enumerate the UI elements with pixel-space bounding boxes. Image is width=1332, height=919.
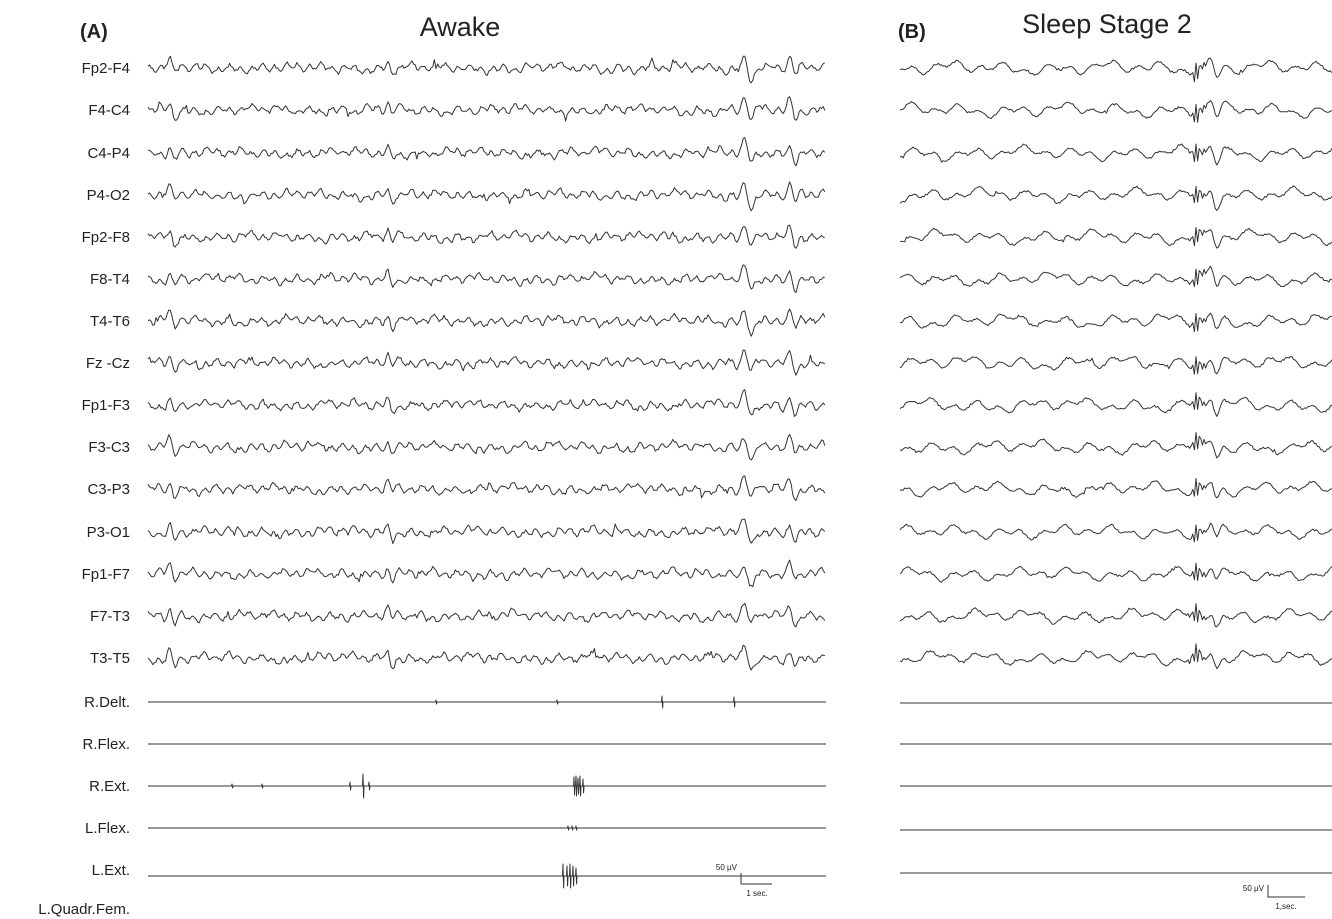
panel-b-scale-bar: 50 µV 1,sec. [1243,884,1305,911]
channel-label-t3-t5: T3-T5 [90,650,130,667]
channel-label-f3-c3: F3-C3 [88,439,130,456]
channel-label-fz-cz: Fz -Cz [86,355,130,372]
channel-label-l-flex: L.Flex. [85,820,130,837]
panel-a-trace-fp1-f3 [147,389,826,417]
panel-a-trace-l-ext [148,863,826,889]
channel-label-p4-o2: P4-O2 [87,187,130,204]
panel-a-scale-line [740,873,772,885]
panel-a-scale-bar: 50 µV 1 sec. [716,863,772,898]
panel-a-trace-f4-c4 [147,96,826,122]
channel-label-fp1-f3: Fp1-F3 [82,397,130,414]
panel-b-trace-fp2-f4 [899,57,1332,83]
panel-b-trace-fz-cz [899,356,1332,375]
panel-a-scale-time: 1 sec. [746,889,767,898]
channel-label-t4-t6: T4-T6 [90,313,130,330]
panel-a-trace-t3-t5 [147,644,826,671]
panel-b-scale-time: 1,sec. [1275,902,1296,911]
panel-a-trace-t4-t6 [147,308,826,337]
panel-b-trace-p3-o1 [899,522,1332,543]
panel-b-trace-c4-p4 [899,143,1332,166]
panel-a-trace-fp2-f4 [147,55,826,84]
panel-b-trace-t4-t6 [900,312,1332,333]
panel-a-trace-f8-t4 [147,264,825,293]
panel-a-trace-r-ext [148,773,826,799]
panel-b-trace-p4-o2 [899,185,1332,211]
panel-b-trace-fp1-f3 [899,392,1332,417]
panel-a-trace-fp2-f8 [147,224,825,249]
channel-label-l-quadr-fem: L.Quadr.Fem. [38,901,130,918]
channel-label-f4-c4: F4-C4 [88,102,130,119]
panel-a-trace-l-flex [148,825,826,831]
panel-b-trace-c3-p3 [899,478,1332,499]
channel-label-fp2-f4: Fp2-F4 [82,60,130,77]
panel-b-trace-f7-t3 [899,603,1332,628]
channel-label-f8-t4: F8-T4 [90,271,130,288]
channel-label-f7-t3: F7-T3 [90,608,130,625]
panel-a-trace-c4-p4 [147,137,826,167]
panel-a-scale-amplitude: 50 µV [716,863,738,872]
panel-a-trace-fp1-f7 [147,559,826,588]
channel-label-r-delt: R.Delt. [84,694,130,711]
panel-a-traces [147,55,826,889]
panel-a-title: Awake [420,12,501,42]
panel-a-trace-p3-o1 [147,518,826,544]
panel-a-trace-f3-c3 [147,433,826,461]
channel-label-r-ext: R.Ext. [89,778,130,795]
panel-b-trace-fp2-f8 [899,227,1332,249]
panel-b-trace-f4-c4 [899,100,1332,123]
panel-b-trace-t3-t5 [899,643,1332,670]
channel-label-r-flex: R.Flex. [82,736,130,753]
channel-label-l-ext: L.Ext. [92,862,130,879]
panel-b-title: Sleep Stage 2 [1022,9,1192,39]
panel-a-trace-fz-cz [147,349,826,376]
panel-b-trace-fp1-f7 [899,562,1332,583]
panel-b-scale-amplitude: 50 µV [1243,884,1265,893]
panel-a-trace-f7-t3 [147,602,826,628]
panel-b-scale-line [1267,885,1305,898]
panel-a-label: (A) [80,21,108,43]
panel-b-label: (B) [898,21,926,43]
channel-label-p3-o1: P3-O1 [87,524,130,541]
panel-a-trace-c3-p3 [147,475,826,501]
panel-b-traces [899,57,1332,874]
panel-a-trace-r-delt [148,695,826,709]
channel-label-c3-p3: C3-P3 [87,481,130,498]
channel-label-fp1-f7: Fp1-F7 [82,566,130,583]
channel-labels: Fp2-F4 F4-C4 C4-P4 P4-O2 Fp2-F8 F8-T4 T4-T6 Fz … [38,60,130,918]
panel-b-trace-f3-c3 [899,432,1332,459]
channel-label-c4-p4: C4-P4 [87,145,130,162]
panel-a-trace-p4-o2 [147,181,826,212]
panel-b-trace-f8-t4 [899,265,1332,288]
channel-label-fp2-f8: Fp2-F8 [82,229,130,246]
